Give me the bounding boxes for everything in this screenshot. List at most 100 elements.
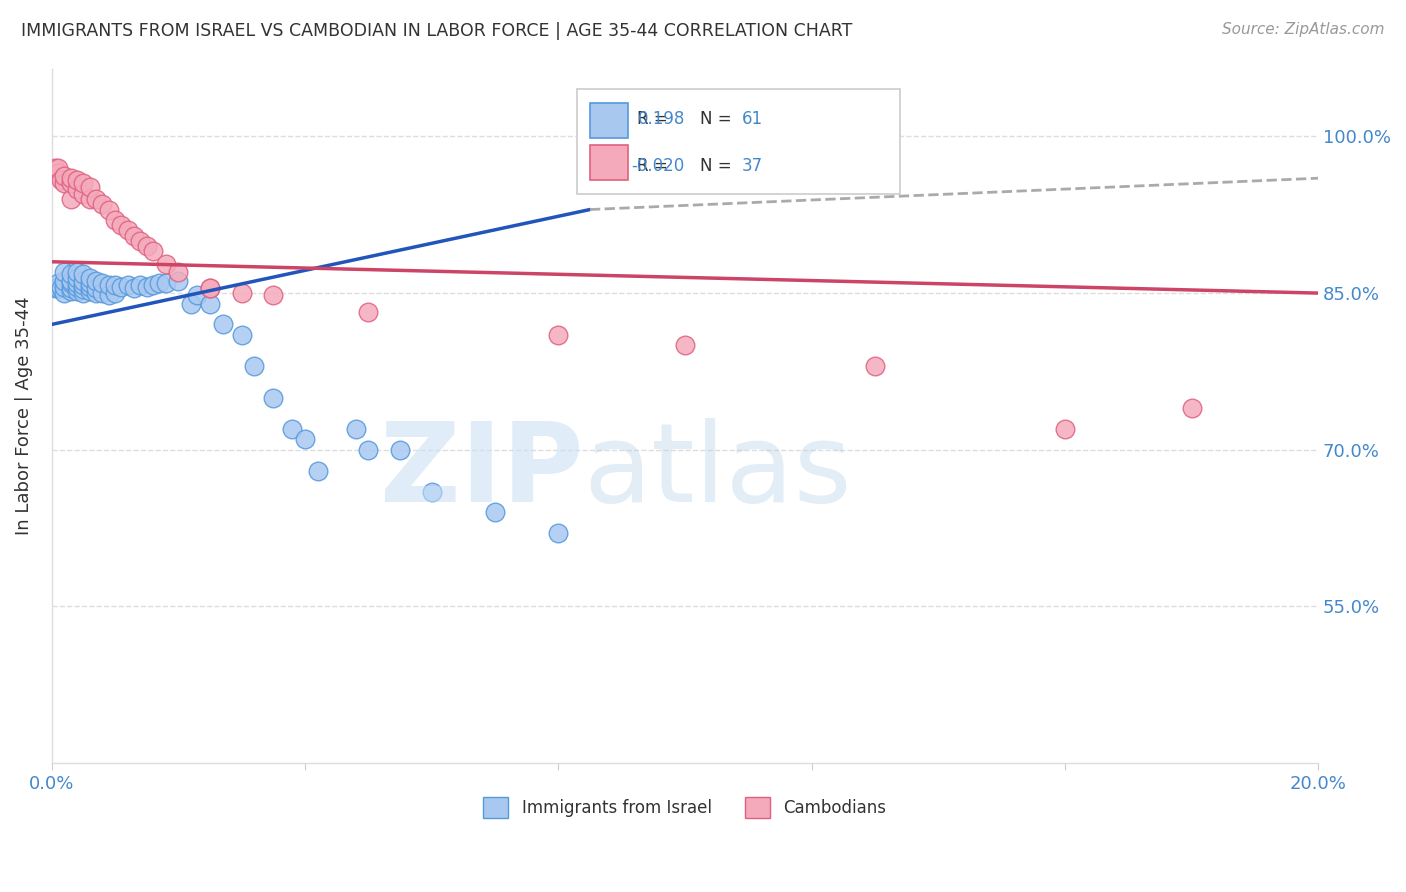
Point bbox=[344, 422, 367, 436]
Text: N =: N = bbox=[700, 111, 731, 128]
Text: atlas: atlas bbox=[583, 417, 852, 524]
Point bbox=[66, 173, 89, 187]
Point bbox=[53, 274, 76, 288]
Point bbox=[211, 318, 233, 332]
Text: -0.020: -0.020 bbox=[631, 157, 685, 175]
Point bbox=[59, 268, 82, 282]
Point bbox=[122, 281, 145, 295]
Point bbox=[186, 288, 208, 302]
Text: R =: R = bbox=[637, 157, 668, 175]
Point bbox=[281, 422, 304, 436]
Point bbox=[79, 276, 101, 290]
Point bbox=[51, 173, 73, 187]
Point bbox=[547, 327, 569, 342]
Point bbox=[66, 271, 89, 285]
Point bbox=[231, 286, 253, 301]
Point bbox=[59, 171, 82, 186]
Point bbox=[294, 433, 316, 447]
Point bbox=[148, 276, 170, 290]
Point bbox=[46, 276, 69, 290]
Point bbox=[79, 284, 101, 298]
Text: ZIP: ZIP bbox=[380, 417, 583, 524]
Point bbox=[84, 286, 107, 301]
Point bbox=[79, 280, 101, 294]
Point bbox=[72, 177, 94, 191]
Point bbox=[122, 228, 145, 243]
Point bbox=[53, 169, 76, 183]
Point bbox=[91, 286, 114, 301]
Point bbox=[117, 223, 139, 237]
Point bbox=[547, 526, 569, 541]
FancyBboxPatch shape bbox=[578, 89, 900, 194]
Point bbox=[135, 280, 157, 294]
Point bbox=[72, 274, 94, 288]
Point bbox=[97, 202, 120, 217]
Point bbox=[59, 274, 82, 288]
FancyBboxPatch shape bbox=[591, 103, 628, 138]
Text: 61: 61 bbox=[742, 111, 763, 128]
Point bbox=[97, 277, 120, 292]
Point bbox=[129, 234, 152, 248]
Point bbox=[44, 281, 66, 295]
Point bbox=[79, 179, 101, 194]
Point bbox=[84, 192, 107, 206]
Point bbox=[66, 181, 89, 195]
Point bbox=[59, 284, 82, 298]
Point bbox=[66, 265, 89, 279]
Point bbox=[53, 286, 76, 301]
Point bbox=[53, 280, 76, 294]
Point bbox=[72, 282, 94, 296]
Point bbox=[44, 161, 66, 175]
Point bbox=[66, 276, 89, 290]
FancyBboxPatch shape bbox=[591, 145, 628, 179]
Point bbox=[110, 218, 132, 232]
Point bbox=[104, 277, 127, 292]
Point bbox=[142, 277, 165, 292]
Point bbox=[104, 286, 127, 301]
Point bbox=[104, 213, 127, 227]
Point bbox=[357, 442, 380, 457]
Point bbox=[673, 338, 696, 352]
Legend: Immigrants from Israel, Cambodians: Immigrants from Israel, Cambodians bbox=[477, 790, 893, 824]
Point bbox=[198, 296, 221, 310]
Point bbox=[117, 277, 139, 292]
Point bbox=[155, 257, 177, 271]
Point bbox=[72, 186, 94, 201]
Point bbox=[484, 505, 506, 519]
Point bbox=[46, 166, 69, 180]
Point bbox=[59, 276, 82, 290]
Point bbox=[79, 192, 101, 206]
Point bbox=[110, 280, 132, 294]
Point bbox=[46, 161, 69, 175]
Point bbox=[167, 274, 190, 288]
Point bbox=[53, 177, 76, 191]
Point bbox=[97, 288, 120, 302]
Text: Source: ZipAtlas.com: Source: ZipAtlas.com bbox=[1222, 22, 1385, 37]
Point bbox=[46, 281, 69, 295]
Point bbox=[357, 305, 380, 319]
Text: 0.198: 0.198 bbox=[637, 111, 685, 128]
Point bbox=[198, 281, 221, 295]
Point bbox=[59, 192, 82, 206]
Point bbox=[388, 442, 411, 457]
Point bbox=[129, 277, 152, 292]
Point bbox=[79, 271, 101, 285]
Point bbox=[66, 284, 89, 298]
Point bbox=[243, 359, 266, 374]
Point bbox=[84, 274, 107, 288]
Point bbox=[180, 296, 202, 310]
Point bbox=[262, 288, 284, 302]
Point bbox=[863, 359, 886, 374]
Point bbox=[135, 239, 157, 253]
Point bbox=[91, 197, 114, 211]
Y-axis label: In Labor Force | Age 35-44: In Labor Force | Age 35-44 bbox=[15, 296, 32, 535]
Point bbox=[53, 265, 76, 279]
Point bbox=[1053, 422, 1076, 436]
Point bbox=[66, 280, 89, 294]
Text: 37: 37 bbox=[742, 157, 763, 175]
Point bbox=[231, 327, 253, 342]
Point bbox=[72, 277, 94, 292]
Point bbox=[142, 244, 165, 259]
Point bbox=[307, 464, 329, 478]
Point bbox=[198, 281, 221, 295]
